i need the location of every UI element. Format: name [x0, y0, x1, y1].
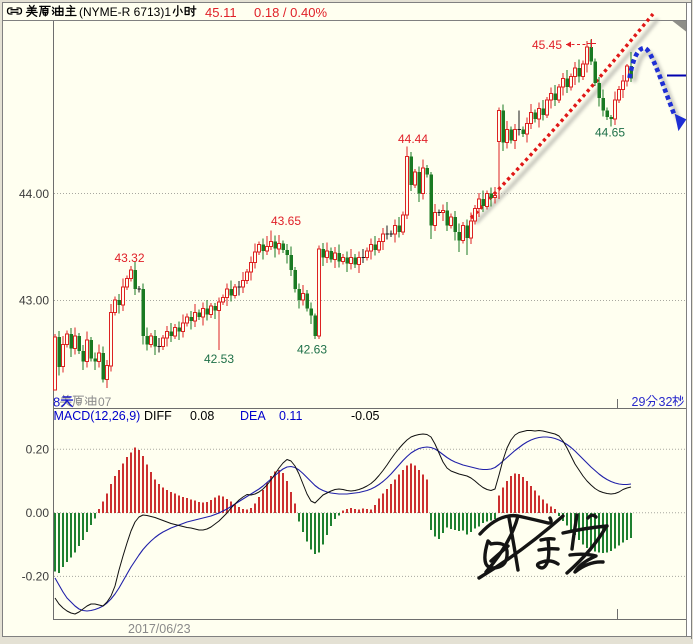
svg-text:44.65: 44.65	[595, 126, 625, 140]
svg-text:0.20: 0.20	[26, 442, 50, 456]
svg-text:42.53: 42.53	[204, 352, 234, 366]
svg-text:43.65: 43.65	[271, 214, 301, 228]
svg-text:44.00: 44.00	[19, 187, 49, 201]
svg-text:-0.20: -0.20	[22, 570, 50, 584]
svg-text:0.18 / 0.40%: 0.18 / 0.40%	[254, 5, 327, 20]
svg-text:32: 32	[659, 395, 673, 409]
svg-text:29: 29	[632, 395, 646, 409]
svg-text:MACD(12,26,9): MACD(12,26,9)	[54, 409, 141, 423]
svg-text:07: 07	[98, 395, 112, 409]
svg-text:(NYME-R 6713)1: (NYME-R 6713)1	[79, 5, 171, 19]
svg-text:43.00: 43.00	[19, 294, 49, 308]
svg-text:45.45: 45.45	[532, 38, 562, 52]
svg-text:0.00: 0.00	[26, 506, 50, 520]
svg-text:0.08: 0.08	[190, 409, 214, 423]
svg-text:DEA: DEA	[240, 409, 266, 423]
svg-text:DIFF: DIFF	[144, 409, 172, 423]
svg-text:0.11: 0.11	[279, 409, 302, 423]
svg-text:2017/06/23: 2017/06/23	[128, 622, 191, 636]
svg-text:42.63: 42.63	[297, 343, 327, 357]
svg-text:45.11: 45.11	[205, 5, 237, 20]
svg-text:44.44: 44.44	[398, 132, 428, 146]
svg-text:-0.05: -0.05	[351, 409, 380, 423]
svg-text:43.32: 43.32	[114, 251, 144, 265]
svg-text:8: 8	[53, 395, 60, 410]
